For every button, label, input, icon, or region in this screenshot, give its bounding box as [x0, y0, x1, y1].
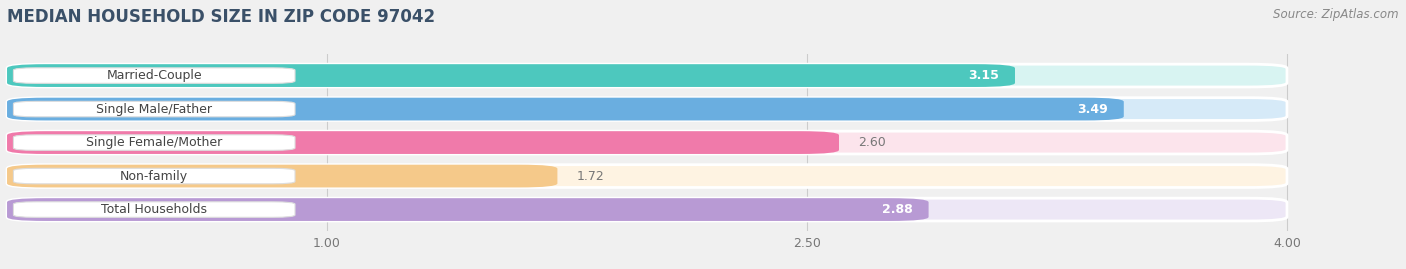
FancyBboxPatch shape — [7, 165, 1286, 187]
FancyBboxPatch shape — [14, 68, 295, 83]
FancyBboxPatch shape — [7, 165, 557, 187]
Text: Source: ZipAtlas.com: Source: ZipAtlas.com — [1274, 8, 1399, 21]
Text: Total Households: Total Households — [101, 203, 207, 216]
FancyBboxPatch shape — [7, 131, 839, 154]
Text: Single Female/Mother: Single Female/Mother — [86, 136, 222, 149]
Text: 1.72: 1.72 — [576, 169, 605, 183]
FancyBboxPatch shape — [7, 64, 1286, 87]
Text: MEDIAN HOUSEHOLD SIZE IN ZIP CODE 97042: MEDIAN HOUSEHOLD SIZE IN ZIP CODE 97042 — [7, 8, 434, 26]
FancyBboxPatch shape — [7, 198, 1286, 221]
Text: Married-Couple: Married-Couple — [107, 69, 202, 82]
Text: 2.60: 2.60 — [858, 136, 886, 149]
FancyBboxPatch shape — [7, 198, 928, 221]
FancyBboxPatch shape — [7, 131, 1286, 154]
FancyBboxPatch shape — [7, 98, 1123, 121]
FancyBboxPatch shape — [7, 64, 1015, 87]
Text: 3.49: 3.49 — [1077, 102, 1108, 116]
Text: 2.88: 2.88 — [882, 203, 912, 216]
FancyBboxPatch shape — [14, 135, 295, 150]
Text: Non-family: Non-family — [120, 169, 188, 183]
FancyBboxPatch shape — [14, 202, 295, 217]
FancyBboxPatch shape — [14, 101, 295, 117]
FancyBboxPatch shape — [7, 98, 1286, 121]
FancyBboxPatch shape — [14, 168, 295, 184]
Text: Single Male/Father: Single Male/Father — [96, 102, 212, 116]
Text: 3.15: 3.15 — [969, 69, 1000, 82]
